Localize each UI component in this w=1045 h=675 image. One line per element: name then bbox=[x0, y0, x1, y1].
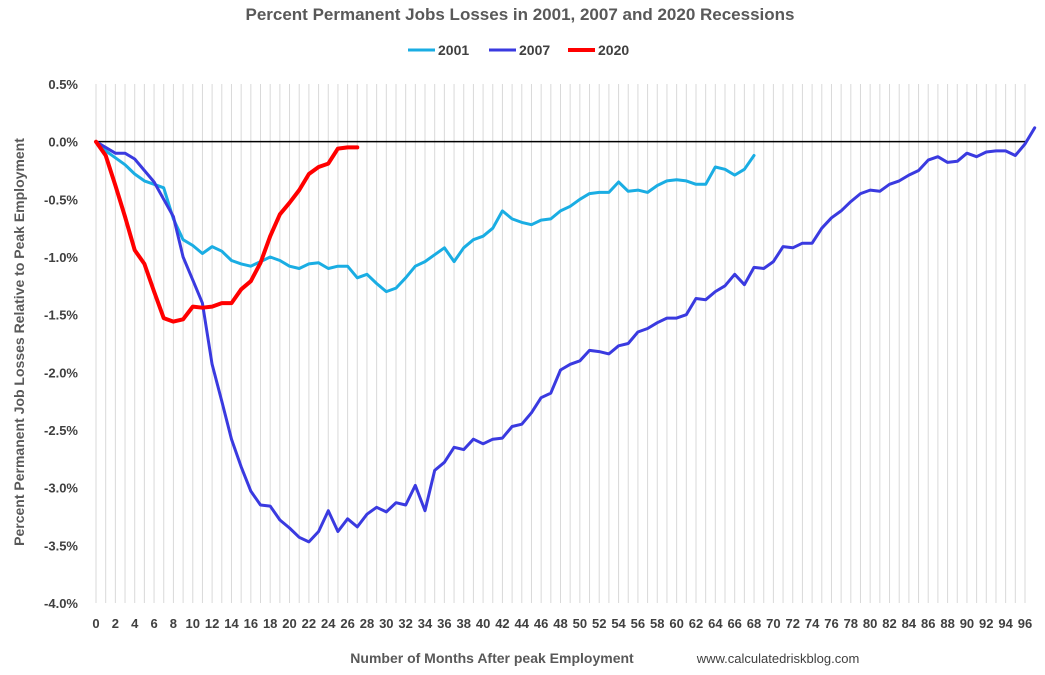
x-tick-label: 48 bbox=[553, 616, 567, 631]
x-tick-label: 90 bbox=[960, 616, 974, 631]
y-tick-label: -1.0% bbox=[44, 250, 78, 265]
x-tick-label: 52 bbox=[592, 616, 606, 631]
x-tick-label: 44 bbox=[515, 616, 530, 631]
x-tick-label: 96 bbox=[1018, 616, 1032, 631]
x-tick-label: 12 bbox=[205, 616, 219, 631]
x-tick-label: 32 bbox=[398, 616, 412, 631]
x-tick-label: 56 bbox=[631, 616, 645, 631]
chart-title: Percent Permanent Jobs Losses in 2001, 2… bbox=[245, 5, 794, 24]
y-tick-label: -2.5% bbox=[44, 423, 78, 438]
x-tick-label: 76 bbox=[824, 616, 838, 631]
x-tick-label: 80 bbox=[863, 616, 877, 631]
x-tick-label: 62 bbox=[689, 616, 703, 631]
x-tick-label: 82 bbox=[882, 616, 896, 631]
x-tick-label: 54 bbox=[611, 616, 626, 631]
x-tick-label: 84 bbox=[902, 616, 917, 631]
x-tick-label: 30 bbox=[379, 616, 393, 631]
y-axis-title: Percent Permanent Job Losses Relative to… bbox=[11, 138, 27, 546]
x-tick-label: 86 bbox=[921, 616, 935, 631]
x-tick-label: 58 bbox=[650, 616, 664, 631]
series-line-2001 bbox=[94, 140, 756, 294]
y-tick-label: -1.5% bbox=[44, 308, 78, 323]
legend-label-2007: 2007 bbox=[519, 42, 550, 58]
x-tick-label: 38 bbox=[456, 616, 470, 631]
x-tick-label: 46 bbox=[534, 616, 548, 631]
x-tick-label: 60 bbox=[669, 616, 683, 631]
x-tick-label: 94 bbox=[998, 616, 1013, 631]
x-tick-label: 78 bbox=[844, 616, 858, 631]
y-tick-label: -0.5% bbox=[44, 192, 78, 207]
x-tick-label: 66 bbox=[727, 616, 741, 631]
legend: 2001 2007 2020 bbox=[408, 42, 629, 58]
x-tick-label: 20 bbox=[282, 616, 296, 631]
x-tick-label: 72 bbox=[786, 616, 800, 631]
x-tick-label: 0 bbox=[92, 616, 99, 631]
series-line-2020 bbox=[94, 139, 360, 324]
x-tick-label: 24 bbox=[321, 616, 336, 631]
x-tick-label: 70 bbox=[766, 616, 780, 631]
x-tick-label: 88 bbox=[940, 616, 954, 631]
x-tick-label: 28 bbox=[360, 616, 374, 631]
x-tick-label: 34 bbox=[418, 616, 433, 631]
y-tick-label: -3.5% bbox=[44, 538, 78, 553]
grid bbox=[95, 84, 1026, 603]
source-credit: www.calculatedriskblog.com bbox=[696, 651, 860, 666]
x-axis-title: Number of Months After peak Employment bbox=[350, 650, 634, 666]
y-tick-label: -2.0% bbox=[44, 365, 78, 380]
y-tick-label: 0.0% bbox=[48, 135, 78, 150]
y-tick-label: -4.0% bbox=[44, 596, 78, 611]
x-tick-label: 50 bbox=[573, 616, 587, 631]
series-line-2007 bbox=[94, 126, 1037, 544]
x-tick-label: 26 bbox=[340, 616, 354, 631]
legend-label-2020: 2020 bbox=[598, 42, 629, 58]
x-tick-label: 68 bbox=[747, 616, 761, 631]
x-tick-label: 10 bbox=[186, 616, 200, 631]
x-tick-label: 74 bbox=[805, 616, 820, 631]
x-tick-label: 4 bbox=[131, 616, 139, 631]
x-tick-label: 6 bbox=[150, 616, 157, 631]
series-group bbox=[94, 126, 1037, 544]
x-tick-label: 8 bbox=[170, 616, 177, 631]
x-tick-label: 36 bbox=[437, 616, 451, 631]
plot-area bbox=[94, 84, 1037, 603]
x-tick-label: 2 bbox=[112, 616, 119, 631]
x-tick-label: 92 bbox=[979, 616, 993, 631]
x-tick-label: 40 bbox=[476, 616, 490, 631]
x-tick-label: 22 bbox=[302, 616, 316, 631]
x-tick-label: 64 bbox=[708, 616, 723, 631]
legend-label-2001: 2001 bbox=[438, 42, 469, 58]
x-tick-label: 16 bbox=[244, 616, 258, 631]
y-tick-label: -3.0% bbox=[44, 481, 78, 496]
x-tick-label: 42 bbox=[495, 616, 509, 631]
y-tick-label: 0.5% bbox=[48, 77, 78, 92]
x-tick-label: 14 bbox=[224, 616, 239, 631]
y-axis-ticks: 0.5% 0.0% -0.5% -1.0% -1.5% -2.0% -2.5% -3.0% -3… bbox=[44, 77, 78, 611]
x-tick-label: 18 bbox=[263, 616, 277, 631]
x-axis-ticks: 0 2 4 6 8 10 12 14 16 18 20 22 24 26 28 30 32 34 36 38 40 42 4… bbox=[92, 616, 1032, 631]
